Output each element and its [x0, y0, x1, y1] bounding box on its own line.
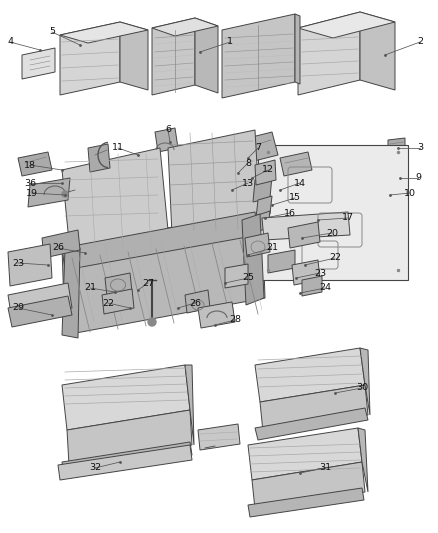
- Text: 25: 25: [242, 273, 254, 282]
- Text: 12: 12: [262, 166, 274, 174]
- Polygon shape: [62, 442, 192, 475]
- Polygon shape: [28, 178, 70, 207]
- Polygon shape: [62, 210, 265, 335]
- Text: 22: 22: [329, 254, 341, 262]
- Text: 36: 36: [24, 179, 36, 188]
- Polygon shape: [152, 18, 218, 36]
- Text: 22: 22: [102, 298, 114, 308]
- Polygon shape: [262, 212, 350, 240]
- Text: 21: 21: [84, 284, 96, 293]
- Text: 19: 19: [26, 189, 38, 198]
- Polygon shape: [245, 233, 270, 257]
- Polygon shape: [22, 48, 55, 79]
- Text: 8: 8: [245, 158, 251, 167]
- Polygon shape: [260, 385, 368, 432]
- Text: 26: 26: [52, 244, 64, 253]
- Text: 5: 5: [49, 28, 55, 36]
- Polygon shape: [8, 296, 72, 327]
- Polygon shape: [152, 18, 195, 95]
- Polygon shape: [248, 488, 364, 517]
- Polygon shape: [280, 152, 312, 176]
- Polygon shape: [256, 211, 270, 232]
- Polygon shape: [256, 196, 272, 218]
- Text: 21: 21: [266, 244, 278, 253]
- Polygon shape: [292, 260, 320, 285]
- Polygon shape: [60, 22, 120, 95]
- Text: 20: 20: [326, 229, 338, 238]
- Polygon shape: [62, 148, 168, 252]
- Text: 30: 30: [356, 384, 368, 392]
- Text: 4: 4: [7, 37, 13, 46]
- Polygon shape: [242, 214, 264, 305]
- Polygon shape: [168, 130, 260, 235]
- Text: 18: 18: [24, 160, 36, 169]
- Polygon shape: [105, 273, 132, 297]
- Text: 7: 7: [255, 143, 261, 152]
- Polygon shape: [88, 144, 110, 172]
- Polygon shape: [258, 145, 408, 280]
- Text: 17: 17: [342, 214, 354, 222]
- Polygon shape: [248, 132, 278, 161]
- Polygon shape: [198, 424, 240, 450]
- Polygon shape: [62, 212, 258, 270]
- Polygon shape: [295, 14, 300, 84]
- Text: 11: 11: [112, 143, 124, 152]
- Polygon shape: [388, 156, 405, 170]
- Polygon shape: [302, 276, 322, 296]
- Polygon shape: [195, 18, 218, 93]
- Polygon shape: [58, 445, 192, 480]
- Polygon shape: [248, 428, 362, 480]
- Polygon shape: [358, 428, 368, 492]
- Text: 23: 23: [12, 259, 24, 268]
- Text: 1: 1: [227, 37, 233, 46]
- Text: 15: 15: [289, 193, 301, 203]
- Polygon shape: [102, 289, 134, 314]
- Text: 6: 6: [165, 125, 171, 134]
- Text: 24: 24: [319, 284, 331, 293]
- Polygon shape: [18, 152, 52, 176]
- Polygon shape: [185, 290, 210, 313]
- Polygon shape: [155, 128, 178, 152]
- Polygon shape: [225, 264, 248, 288]
- Text: 27: 27: [142, 279, 154, 287]
- Polygon shape: [120, 22, 148, 90]
- Polygon shape: [360, 12, 395, 90]
- Polygon shape: [198, 302, 235, 328]
- Text: 28: 28: [229, 316, 241, 325]
- Polygon shape: [255, 348, 365, 402]
- Polygon shape: [255, 408, 368, 440]
- Polygon shape: [253, 176, 272, 202]
- Text: 31: 31: [319, 464, 331, 472]
- Polygon shape: [255, 160, 276, 185]
- Polygon shape: [42, 230, 80, 258]
- Polygon shape: [222, 14, 295, 98]
- Polygon shape: [298, 12, 395, 38]
- Text: 14: 14: [294, 179, 306, 188]
- Polygon shape: [8, 244, 52, 286]
- Polygon shape: [388, 138, 405, 155]
- Polygon shape: [8, 283, 72, 320]
- Text: 10: 10: [404, 189, 416, 198]
- Text: 29: 29: [12, 303, 24, 312]
- Polygon shape: [62, 365, 190, 430]
- Text: 23: 23: [314, 269, 326, 278]
- Text: 9: 9: [415, 174, 421, 182]
- Circle shape: [62, 191, 68, 197]
- Text: 16: 16: [284, 208, 296, 217]
- Text: 2: 2: [417, 37, 423, 46]
- Polygon shape: [288, 222, 320, 248]
- Text: 32: 32: [89, 464, 101, 472]
- Polygon shape: [67, 410, 192, 465]
- Text: 13: 13: [242, 179, 254, 188]
- Text: 3: 3: [417, 143, 423, 152]
- Polygon shape: [185, 365, 194, 445]
- Circle shape: [148, 318, 156, 326]
- Text: 26: 26: [189, 298, 201, 308]
- Polygon shape: [360, 348, 370, 415]
- Polygon shape: [298, 12, 360, 95]
- Polygon shape: [60, 22, 148, 43]
- Polygon shape: [268, 250, 295, 273]
- Polygon shape: [252, 462, 365, 509]
- Polygon shape: [62, 248, 80, 338]
